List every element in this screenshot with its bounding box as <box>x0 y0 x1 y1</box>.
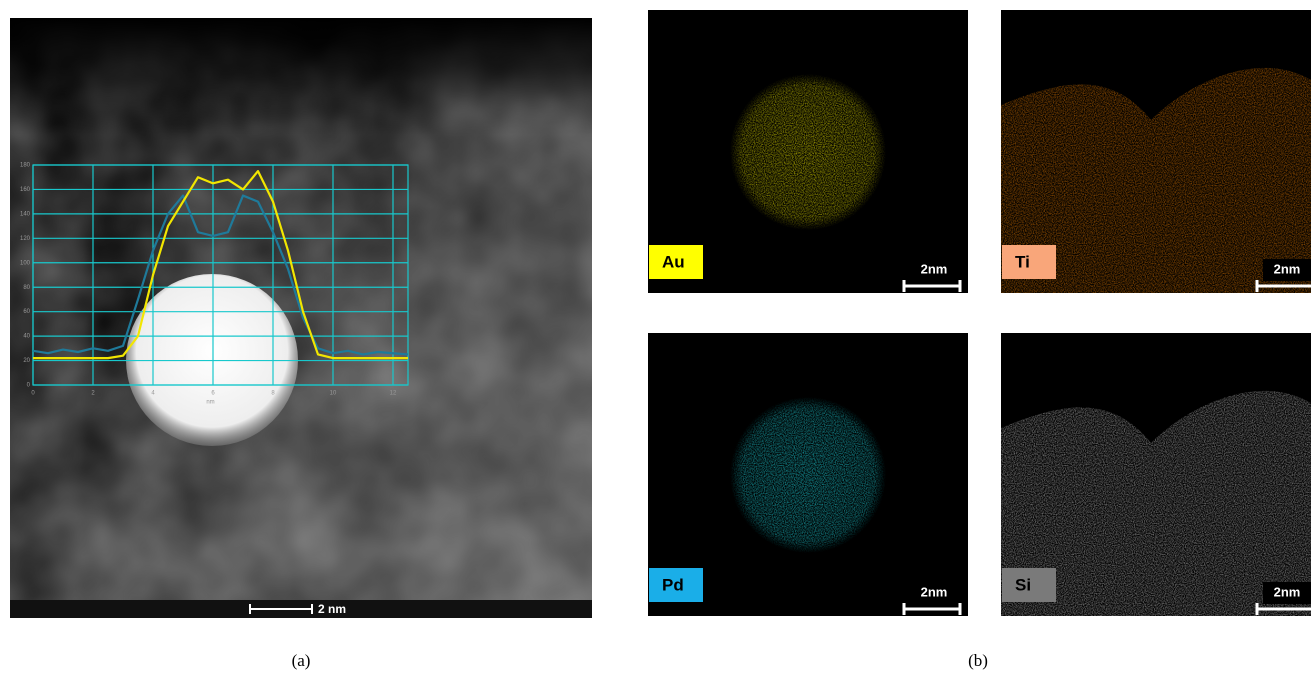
scale-label: 2 nm <box>318 602 346 616</box>
eds-map: Au 2nm <box>648 10 968 293</box>
y-tick-label: 20 <box>23 358 30 364</box>
y-tick-label: 40 <box>23 334 30 340</box>
panel-b: Au 2nm Ti 2nm Pd 2nm Si 2nm <box>648 10 1311 616</box>
element-label: Au <box>662 252 685 271</box>
y-tick-label: 80 <box>23 285 30 291</box>
vacuum <box>10 18 592 278</box>
eds-map: Si 2nm <box>1001 333 1311 616</box>
eds-map: Ti 2nm <box>1001 10 1311 293</box>
eds-map: Pd 2nm <box>648 333 968 616</box>
scale-label: 2nm <box>921 584 948 599</box>
particle-signal <box>730 397 886 553</box>
y-tick-label: 100 <box>20 260 31 266</box>
x-axis-label: nm <box>206 400 214 406</box>
x-tick-label: 10 <box>330 391 337 397</box>
figure: 2 nm 020406080100120140160180024681012nm… <box>0 0 1311 686</box>
y-tick-label: 160 <box>20 187 31 193</box>
particle-signal <box>730 74 886 230</box>
element-label: Si <box>1015 575 1031 594</box>
y-tick-label: 60 <box>23 309 30 315</box>
x-tick-label: 12 <box>390 391 397 397</box>
panel-label: (b) <box>968 651 988 670</box>
scale-label: 2nm <box>921 261 948 276</box>
y-tick-label: 180 <box>20 163 31 169</box>
panel-label: (a) <box>292 651 311 670</box>
y-tick-label: 120 <box>20 236 31 242</box>
element-label: Pd <box>662 575 684 594</box>
y-tick-label: 140 <box>20 211 31 217</box>
element-label: Ti <box>1015 252 1030 271</box>
scale-label: 2nm <box>1274 261 1301 276</box>
scale-label: 2nm <box>1274 584 1301 599</box>
